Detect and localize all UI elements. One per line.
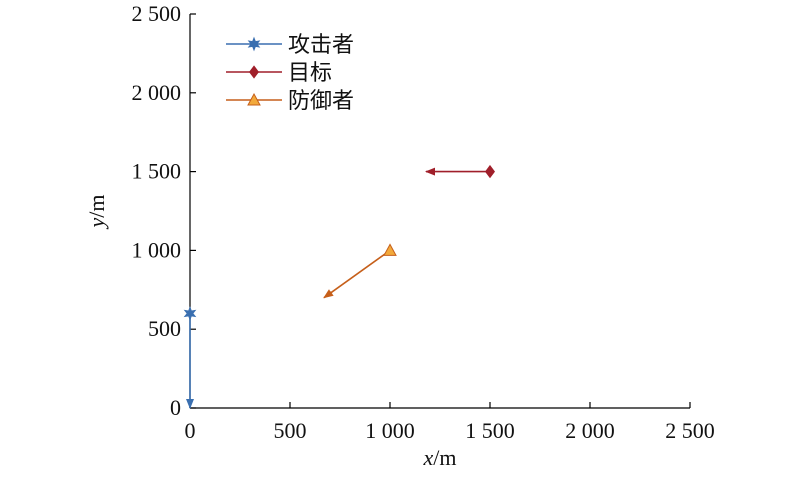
series-diamond	[425, 164, 495, 179]
axes	[189, 14, 690, 409]
y-axis-var: y	[84, 218, 109, 230]
series-triangle	[323, 243, 397, 299]
y-tick-label: 1 000	[132, 237, 182, 262]
plot-area	[183, 164, 495, 409]
y-tick-label: 2 500	[132, 1, 182, 26]
x-ticks: 0 500 1 000 1 500 2 000 2 500	[185, 402, 715, 443]
legend-marker	[249, 65, 259, 79]
legend-label: 目标	[288, 61, 332, 86]
x-tick-label: 2 500	[665, 418, 715, 443]
y-axis-title: y/m	[84, 195, 109, 230]
y-ticks: 0 500 1 000 1 500 2 000 2 500	[132, 1, 196, 420]
legend-item: 攻击者	[226, 33, 354, 58]
legend-label: 攻击者	[288, 33, 354, 58]
velocity-arrow	[323, 249, 391, 299]
data-point	[383, 243, 397, 256]
x-axis-var: x	[423, 445, 434, 470]
x-tick-label: 1 500	[465, 418, 515, 443]
x-axis-title: x/m	[423, 445, 457, 470]
x-tick-label: 2 000	[565, 418, 615, 443]
x-axis-unit: /m	[433, 445, 456, 470]
legend-marker	[247, 36, 261, 52]
data-point	[183, 306, 197, 321]
y-tick-label: 2 000	[132, 80, 182, 105]
legend-item: 目标	[226, 61, 332, 86]
y-axis-unit: /m	[84, 195, 109, 218]
series-star	[183, 306, 197, 409]
x-tick-label: 1 000	[365, 418, 415, 443]
x-tick-label: 500	[274, 418, 307, 443]
data-point	[485, 164, 495, 179]
y-tick-label: 1 500	[132, 159, 182, 184]
y-tick-label: 500	[148, 316, 181, 341]
x-tick-label: 0	[185, 418, 196, 443]
legend-label: 防御者	[288, 89, 354, 114]
legend-marker	[247, 92, 261, 106]
y-tick-label: 0	[170, 395, 181, 420]
legend-item: 防御者	[226, 89, 354, 114]
